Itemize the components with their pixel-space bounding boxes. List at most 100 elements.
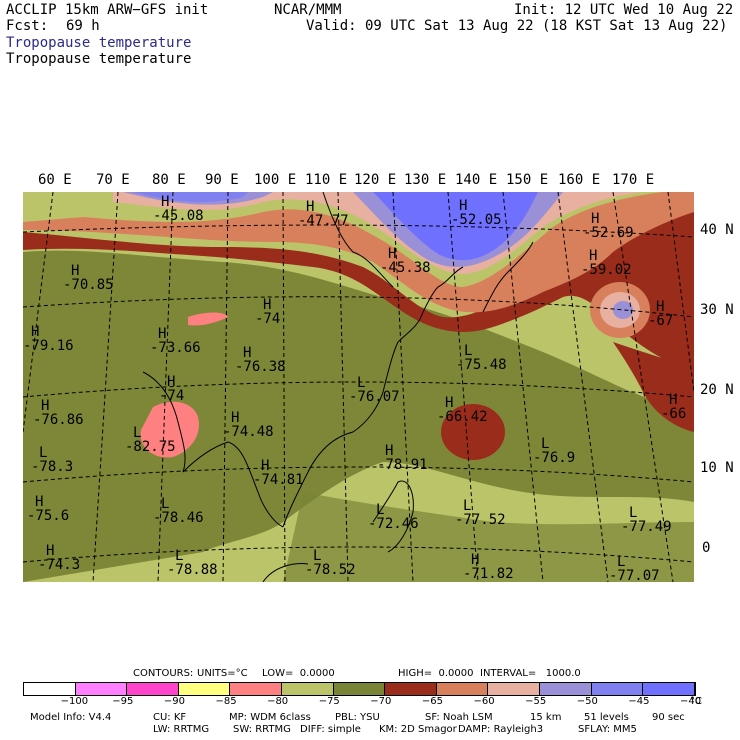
field-dark-red-patch bbox=[441, 404, 505, 460]
center-type: L bbox=[617, 554, 626, 570]
field-blue-west bbox=[133, 192, 248, 202]
center-type: H bbox=[669, 392, 678, 408]
colorbar-tick: −55 bbox=[525, 696, 547, 707]
forecast-hour: 69 h bbox=[66, 18, 100, 34]
colorbar-tick: −95 bbox=[112, 696, 134, 707]
center-value: -78.91 bbox=[377, 457, 428, 473]
center-value: -75.48 bbox=[456, 357, 507, 373]
model-info-item: MP: WDM 6class bbox=[229, 712, 311, 723]
lon-label: 80 E bbox=[152, 172, 186, 188]
center-value: -71.82 bbox=[463, 566, 514, 582]
lat-label: 10 N bbox=[700, 460, 734, 476]
center-type: H bbox=[388, 246, 397, 262]
center-type: L bbox=[629, 505, 638, 521]
graticule bbox=[23, 192, 694, 582]
center-type: H bbox=[31, 324, 40, 340]
interval-label: INTERVAL= 1000.0 bbox=[480, 668, 581, 679]
center-type: H bbox=[167, 374, 176, 390]
field-dark-red-east bbox=[613, 342, 694, 432]
units-label: UNITS=°C bbox=[197, 668, 248, 679]
colorbar-tick: −100 bbox=[60, 696, 89, 707]
lon-label: 120 E bbox=[354, 172, 397, 188]
model-info-item: 15 km bbox=[530, 712, 562, 723]
center-type: L bbox=[175, 548, 184, 564]
model-info-item: KM: 2D Smagor bbox=[379, 724, 457, 735]
colorbar-swatch bbox=[24, 683, 76, 695]
colorbar-tick: −85 bbox=[215, 696, 237, 707]
colorbar-swatch bbox=[643, 683, 695, 695]
center-value: -78.88 bbox=[167, 562, 218, 578]
center-type: L bbox=[464, 343, 473, 359]
model-info-item: SF: Noah LSM bbox=[425, 712, 493, 723]
colorbar-unit: °C bbox=[690, 696, 702, 707]
center-value: -67 bbox=[648, 313, 674, 329]
center-type: L bbox=[39, 445, 48, 461]
center-type: H bbox=[261, 458, 270, 474]
center-type: H bbox=[158, 326, 167, 342]
center-value: -76.38 bbox=[235, 359, 286, 375]
colorbar bbox=[23, 682, 696, 696]
field-salmon-patch bbox=[140, 401, 199, 458]
center-type: H bbox=[306, 199, 315, 215]
field-dark-olive-south bbox=[283, 492, 694, 582]
center-type: H bbox=[385, 443, 394, 459]
center-value: -73.66 bbox=[150, 340, 201, 356]
lat-label: 20 N bbox=[700, 382, 734, 398]
colorbar-swatch bbox=[127, 683, 179, 695]
field-swirl-core bbox=[613, 301, 633, 319]
lat-label: 30 N bbox=[700, 302, 734, 318]
center-type: L bbox=[313, 548, 322, 564]
center-value: -78.52 bbox=[305, 562, 356, 578]
center-type: L bbox=[376, 502, 385, 518]
center-type: H bbox=[656, 299, 665, 315]
model-info-item: Model Info: V4.4 bbox=[30, 712, 112, 723]
lon-label: 130 E bbox=[404, 172, 447, 188]
field-title-2: Tropopause temperature bbox=[6, 51, 192, 67]
center-value: -70.85 bbox=[63, 277, 114, 293]
field-dark-olive bbox=[23, 250, 694, 582]
model-info-item: PBL: YSU bbox=[335, 712, 380, 723]
field-blue bbox=[373, 192, 538, 261]
lon-label: 110 E bbox=[305, 172, 348, 188]
center-value: -82.75 bbox=[125, 439, 176, 455]
model-info-item: SFLAY: MM5 bbox=[578, 724, 637, 735]
colorbar-swatch bbox=[178, 683, 231, 695]
coastlines bbox=[142, 192, 534, 582]
high-label: HIGH= 0.0000 bbox=[398, 668, 474, 679]
center-type: H bbox=[445, 395, 454, 411]
colorbar-swatch bbox=[333, 683, 386, 695]
colorbar-tick: −50 bbox=[576, 696, 598, 707]
center-type: H bbox=[161, 194, 170, 210]
center-type: L bbox=[463, 498, 472, 514]
contours-label: CONTOURS: bbox=[133, 668, 194, 679]
center-value: -74.3 bbox=[38, 557, 81, 573]
center-value: -76.07 bbox=[349, 389, 400, 405]
center-value: -45.38 bbox=[380, 260, 431, 276]
colorbar-tick: −80 bbox=[267, 696, 289, 707]
lon-label: 60 E bbox=[38, 172, 72, 188]
center-type: L bbox=[161, 496, 170, 512]
center-type: H bbox=[589, 248, 598, 264]
center-type: H bbox=[46, 543, 55, 559]
colorbar-swatch bbox=[230, 683, 283, 695]
lon-label: 160 E bbox=[558, 172, 601, 188]
forecast-label: Fcst: bbox=[6, 18, 49, 34]
model-info-item: 90 sec bbox=[652, 712, 685, 723]
center-type: H bbox=[471, 552, 480, 568]
colorbar-swatch bbox=[436, 683, 489, 695]
center-type: H bbox=[41, 398, 50, 414]
colorbar-swatch bbox=[385, 683, 437, 695]
lon-label: 90 E bbox=[205, 172, 239, 188]
center-value: -47.77 bbox=[298, 213, 349, 229]
center-type: H bbox=[263, 297, 272, 313]
center-value: -66 bbox=[661, 406, 687, 422]
center-value: -79.16 bbox=[23, 338, 74, 354]
map-panel: H -45.08 H -47.77 H -52.05 H -52.69 H -45.38 H -59.… bbox=[23, 192, 694, 582]
colorbar-swatch bbox=[488, 683, 541, 695]
model-info-item: DAMP: Rayleigh3 bbox=[458, 724, 544, 735]
center-type: L bbox=[133, 425, 142, 441]
center-value: -66.42 bbox=[437, 409, 488, 425]
center-value: -77.49 bbox=[621, 519, 672, 535]
center-value: -76.9 bbox=[533, 450, 576, 466]
colorbar-swatch bbox=[540, 683, 592, 695]
